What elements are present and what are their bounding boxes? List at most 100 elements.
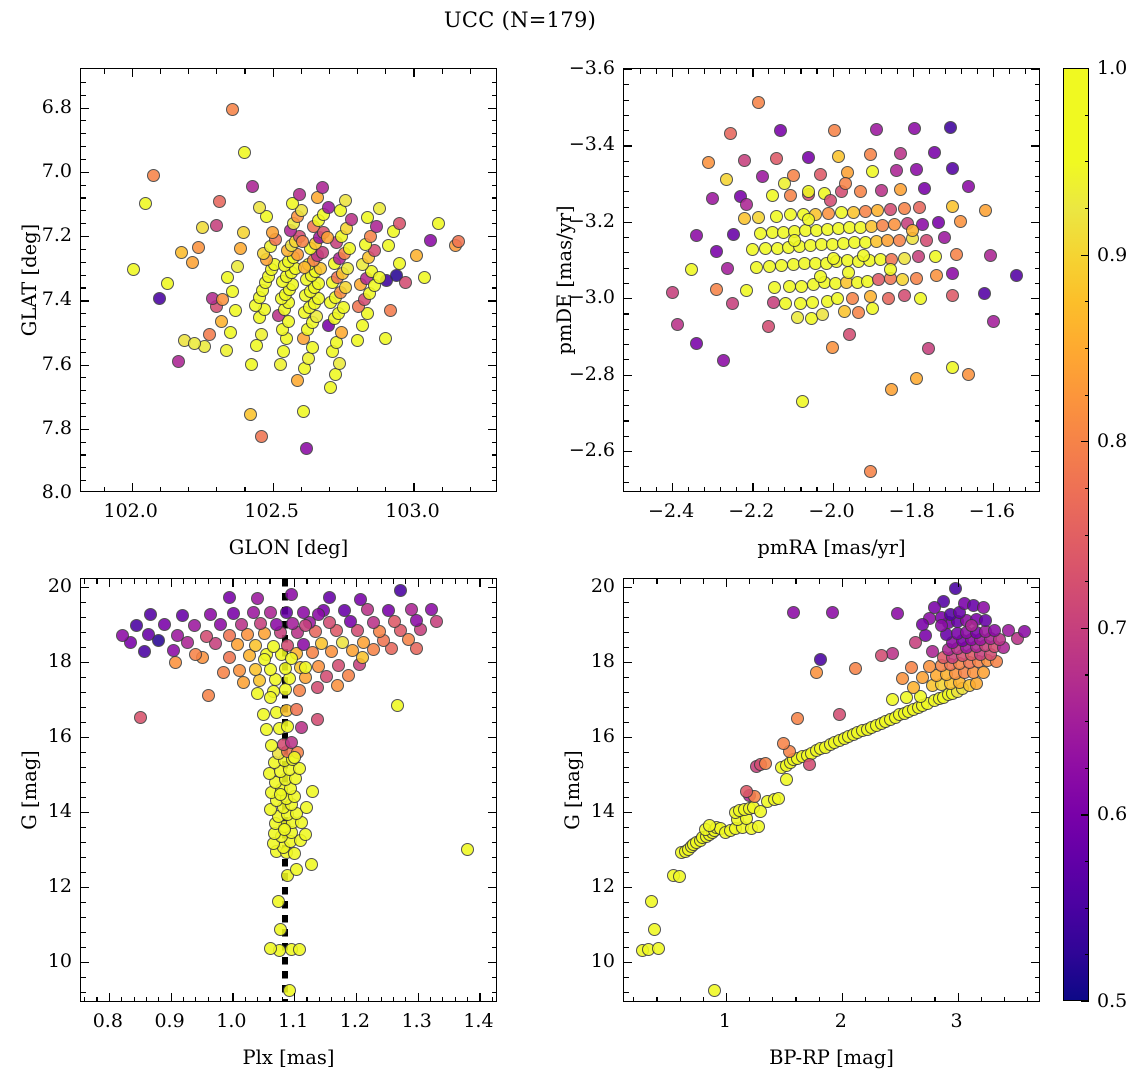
axis-tick-minor [131,69,133,74]
axis-tick-minor [1034,946,1039,948]
axis-tick-minor [121,579,123,584]
colorbar-tick-minor [1084,161,1089,163]
data-point [988,624,1002,638]
axis-tick-minor [749,579,751,584]
data-point [312,608,326,622]
data-point [802,758,816,772]
colorbar-tick-minor [1084,68,1089,70]
data-point [769,209,783,223]
axis-tick-minor [244,996,246,1001]
axis-tick-minor [624,237,629,239]
data-point [946,288,960,302]
axis-tick-minor [103,486,105,491]
axis-tick-minor [491,390,496,392]
data-point [214,314,228,328]
axis-tick-minor [1008,69,1011,74]
axis-tick-minor [934,996,936,1001]
axis-tick-minor [624,221,629,223]
data-point [138,197,152,211]
axis-tick-minor [159,69,161,74]
data-point [344,213,358,227]
data-point [786,606,800,620]
data-point [870,203,884,217]
data-point [766,295,780,309]
axis-tick-minor [1034,420,1039,422]
axis-tick [1031,69,1039,71]
data-point [895,671,909,685]
data-point [290,374,304,388]
data-point [287,847,301,861]
data-point [896,273,910,287]
data-point [409,641,423,655]
axis-tick-minor [624,946,629,948]
axis-tick-minor [491,428,496,430]
axis-tick-minor [1034,781,1039,783]
axis-tick-minor [911,996,913,1001]
axis-tick-minor [1034,175,1039,178]
data-point [356,635,370,649]
axis-tick-minor [725,996,728,1001]
axis-tick-minor [624,374,629,376]
data-point [890,607,904,621]
axis-tick-minor [491,616,496,618]
axis-tick-minor [441,69,443,74]
axis-tick-minor [624,466,629,468]
axis-tick-minor [491,586,496,588]
data-point [146,168,160,182]
axis-tick-minor [491,691,496,693]
axis-tick-minor [81,781,86,783]
axis-tick-minor [491,901,496,903]
axis-tick-minor [158,996,160,1001]
axis-tick-minor [640,486,642,491]
data-point [269,673,283,687]
axis-tick-minor [81,120,86,122]
data-point [790,310,804,324]
data-point [739,198,753,212]
axis-tick-minor [841,579,843,584]
data-point [645,895,659,909]
axis-tick-minor [491,931,496,933]
x-tick-label: 3 [950,1010,963,1032]
data-point [227,607,241,621]
data-point [259,723,273,737]
axis-tick-minor [888,579,890,584]
axis-tick-minor [145,579,147,584]
axis-tick-minor [81,691,86,693]
data-point [171,354,185,368]
axis-tick-minor [328,486,331,491]
x-axis-label: BP-RP [mag] [769,1046,894,1069]
axis-tick-minor [108,579,110,584]
data-point [130,619,144,633]
data-point [864,289,878,303]
axis-tick-minor [491,751,496,753]
axis-tick-minor [624,359,629,361]
data-point [452,235,466,249]
axis-tick-minor [624,99,629,101]
axis-tick-minor [1034,237,1039,239]
axis-tick-minor [272,69,274,74]
data-point [341,669,355,683]
axis-tick-minor [491,403,496,405]
data-point [354,593,368,607]
colorbar-tick-label: 1.0 [1097,57,1128,79]
axis-tick-minor [491,579,493,584]
axis-tick-minor [633,996,635,1001]
axis-tick-minor [133,579,135,584]
axis-tick-minor [81,133,86,135]
axis-tick-minor [306,996,308,1001]
data-point [737,154,751,168]
data-point [898,201,912,215]
data-point [671,318,685,332]
y-tick-label: 20 [47,574,72,597]
data-point [904,660,918,674]
axis-tick-minor [355,996,357,1001]
data-point [292,761,306,775]
axis-tick-minor [1034,313,1039,315]
axis-tick-minor [752,69,754,74]
data-point [319,670,333,684]
axis-tick-minor [960,486,962,491]
axis-tick-minor [624,313,629,315]
data-point [1002,624,1016,638]
axis-tick-minor [491,871,496,873]
axis-tick-minor [385,486,387,491]
